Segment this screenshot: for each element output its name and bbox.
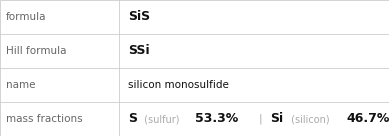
Text: Hill formula: Hill formula [6,46,67,56]
Text: SSi: SSi [128,44,150,58]
Text: S: S [128,112,137,126]
Text: (sulfur): (sulfur) [141,114,183,124]
Text: SiS: SiS [128,10,151,24]
Text: silicon monosulfide: silicon monosulfide [128,80,229,90]
Text: mass fractions: mass fractions [6,114,82,124]
Text: 53.3%: 53.3% [195,112,238,126]
Text: 46.7%: 46.7% [346,112,389,126]
Text: formula: formula [6,12,46,22]
Text: Si: Si [270,112,283,126]
Text: name: name [6,80,35,90]
Text: |: | [258,114,262,124]
Text: (silicon): (silicon) [288,114,333,124]
